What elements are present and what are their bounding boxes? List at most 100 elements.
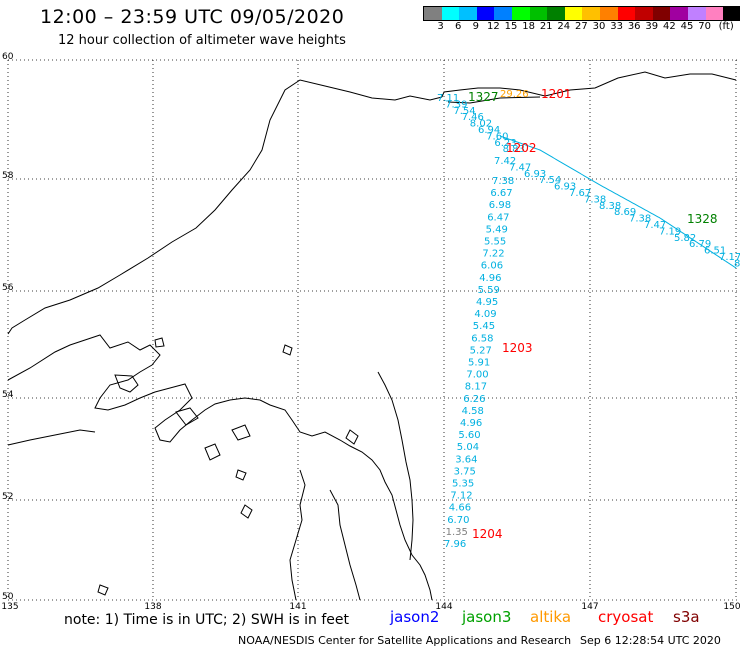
wave-height-value: 6.93: [554, 182, 576, 193]
wave-height-value: 7.38: [629, 214, 651, 225]
wave-height-value: 7.96: [444, 539, 466, 550]
lat-label-54: 54: [2, 390, 14, 400]
color-swatch: [547, 7, 565, 20]
wave-height-value: 4.66: [449, 503, 471, 514]
time-label-1204: 1204: [472, 527, 503, 541]
wave-height-value: 4.96: [479, 273, 501, 284]
wave-height-value: 3.75: [454, 466, 476, 477]
footer-credit: NOAA/NESDIS Center for Satellite Applica…: [238, 634, 572, 647]
wave-height-value: 7.54: [453, 106, 475, 117]
color-scale-label: 12: [487, 21, 500, 32]
color-swatch: [459, 7, 477, 20]
wave-height-value: 4.58: [462, 406, 484, 417]
wave-height-value: 8.69: [614, 207, 636, 218]
wave-height-value: 7.42: [494, 156, 516, 167]
color-swatch: [424, 7, 442, 20]
color-swatch: [723, 7, 740, 20]
track-diagonal-values: 7.427.476.937.546.937.677.388.388.697.38…: [494, 156, 740, 269]
wave-height-value: 8.02: [470, 119, 492, 130]
graticule: [7, 59, 738, 601]
wave-height-value: 7.19: [659, 226, 681, 237]
color-scale-label: 15: [504, 21, 518, 32]
color-scale-label: 42: [663, 21, 676, 32]
time-label-1201: 1201: [541, 87, 572, 101]
footer-note: note: 1) Time is in UTC; 2) SWH is in fe…: [64, 612, 350, 628]
footer-timestamp: Sep 6 12:28:54 UTC 2020: [580, 634, 721, 647]
wave-height-value: 7.17: [719, 252, 740, 263]
wave-height-value: 4.95: [476, 297, 498, 308]
color-scale-label: 30: [592, 21, 606, 32]
time-label-1203: 1203: [502, 341, 533, 355]
color-scale-bar: [423, 6, 740, 21]
wave-height-value: 7.00: [466, 370, 488, 381]
color-scale-labels: 3 6 9 12 15 18 21 24 27 30 33 36 39 42 45 70 (ft): [423, 21, 740, 35]
coastline: [7, 71, 737, 601]
color-swatch: [511, 7, 530, 20]
lon-label-135: 135: [1, 602, 19, 612]
color-swatch: [670, 7, 688, 20]
color-scale-label: 21: [539, 21, 553, 32]
satellite-cryosat: cryosat: [598, 608, 654, 626]
wave-height-value: 6.98: [489, 200, 511, 211]
wave-height-value: 6.93: [524, 169, 546, 180]
satellite-s3a: s3a: [673, 608, 700, 626]
lat-label-52: 52: [2, 492, 14, 502]
color-swatch: [687, 7, 706, 20]
wave-height-value: 6.23: [494, 138, 516, 149]
wave-height-value: 6.58: [471, 333, 493, 344]
time-label-1202: 1202: [506, 141, 537, 155]
color-scale-label: 27: [575, 21, 588, 32]
wave-height-value: 6.26: [463, 394, 485, 405]
wave-height-value: 8.0: [734, 258, 740, 269]
color-swatch: [617, 7, 636, 20]
wave-height-value: 7.46: [462, 112, 484, 123]
color-swatch: [476, 7, 495, 20]
color-scale-label: 45: [680, 21, 694, 32]
wave-height-value: 7.54: [539, 175, 561, 186]
color-swatch: [564, 7, 583, 20]
wave-height-value: 5.60: [458, 430, 480, 441]
time-label-1327: 1327: [468, 90, 499, 104]
lat-label-50: 50: [2, 592, 14, 602]
wave-height-value: 6.06: [481, 261, 503, 272]
color-scale-label: 36: [627, 21, 641, 32]
wave-height-value: 8.38: [599, 201, 621, 212]
wave-height-value: 7.67: [569, 188, 591, 199]
satellite-tracks: [447, 96, 737, 269]
page-title: 12:00 – 23:59 UTC 09/05/2020: [40, 6, 345, 28]
wave-height-value: 7.47: [644, 220, 666, 231]
color-scale-label: 18: [522, 21, 535, 32]
wave-height-value: 5.35: [452, 479, 474, 490]
color-scale-label: 33: [610, 21, 623, 32]
color-scale-label: 70: [698, 21, 711, 32]
lat-label-60: 60: [2, 52, 14, 62]
wave-height-value: 7.38: [584, 194, 606, 205]
color-swatch: [494, 7, 512, 20]
color-scale-label: (ft): [718, 21, 734, 32]
color-swatch: [599, 7, 618, 20]
wave-height-value: 5.59: [478, 285, 500, 296]
lat-label-58: 58: [2, 171, 14, 181]
color-swatch: [441, 7, 460, 20]
wave-height-value: 1.35: [446, 527, 468, 538]
color-swatch: [529, 7, 548, 20]
track-top-values: 7.117.397.547.468.026.947.606.238.83: [437, 93, 525, 155]
wave-height-value: 6.51: [704, 246, 726, 257]
wave-height-value: 5.91: [468, 358, 490, 369]
wave-height-value: 5.55: [484, 237, 506, 248]
satellite-jason3: jason3: [462, 608, 512, 626]
wave-height-value: 6.47: [487, 212, 509, 223]
wave-height-value: 6.70: [447, 515, 469, 526]
color-scale-label: 24: [557, 21, 571, 32]
wave-height-value: 7.22: [482, 249, 504, 260]
page-subtitle: 12 hour collection of altimeter wave hei…: [58, 33, 346, 48]
color-scale-label: 6: [455, 21, 462, 32]
time-label-1328: 1328: [687, 212, 718, 226]
wave-height-value: 6.67: [490, 188, 512, 199]
lon-label-147: 147: [581, 602, 599, 612]
wave-height-value: 6.94: [478, 125, 500, 136]
wave-height-value: 5.27: [470, 345, 492, 356]
top-altika-value: 29.26: [500, 89, 529, 100]
